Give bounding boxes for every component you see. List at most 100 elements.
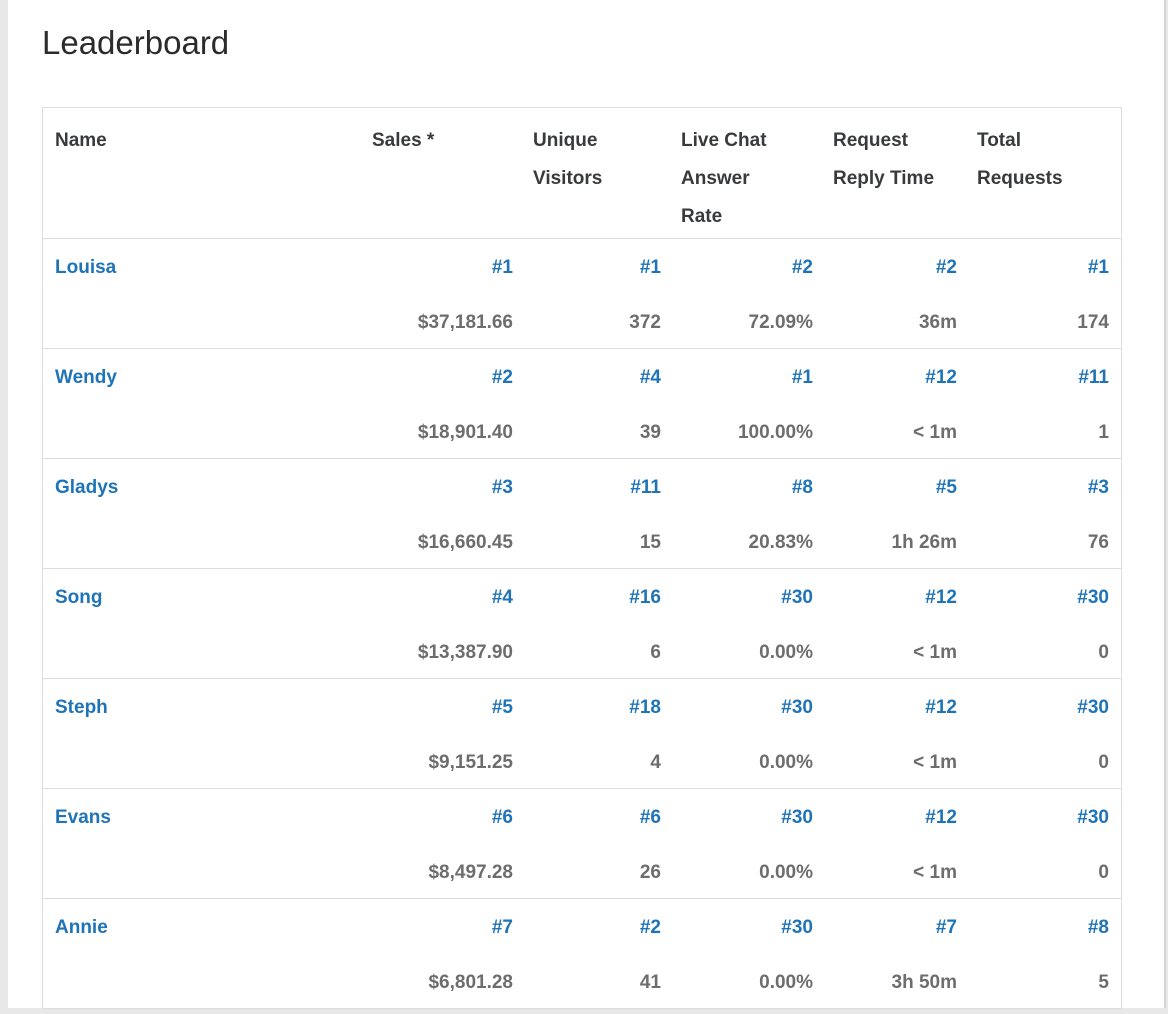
request-reply-time-cell: #12 < 1m xyxy=(827,679,971,788)
visitors-value: 39 xyxy=(639,422,661,443)
table-row: Steph #5 $9,151.25 #18 4 #30 0.00% #12 <… xyxy=(43,678,1121,788)
visitors-value: 41 xyxy=(639,972,661,993)
requests-rank: #3 xyxy=(1087,477,1109,498)
agent-name-link[interactable]: Evans xyxy=(55,807,111,828)
page-title: Leaderboard xyxy=(42,24,230,61)
column-header-unique-visitors: Unique Visitors xyxy=(533,130,603,189)
total-requests-cell: #30 0 xyxy=(971,569,1123,678)
unique-visitors-cell: #11 15 xyxy=(527,459,675,568)
unique-visitors-cell: #6 26 xyxy=(527,789,675,898)
live-chat-answer-rate-cell: #30 0.00% xyxy=(675,789,827,898)
visitors-rank: #2 xyxy=(639,917,661,938)
sales-value: $13,387.90 xyxy=(417,642,513,663)
sales-cell: #4 $13,387.90 xyxy=(366,569,527,678)
table-row: Evans #6 $8,497.28 #6 26 #30 0.00% #12 <… xyxy=(43,788,1121,898)
chat-rate-value: 0.00% xyxy=(759,642,813,663)
requests-value: 0 xyxy=(1098,862,1109,883)
reply-time-value: 1h 26m xyxy=(891,532,957,553)
reply-time-rank: #12 xyxy=(925,367,957,388)
sales-cell: #1 $37,181.66 xyxy=(366,239,527,348)
request-reply-time-cell: #12 < 1m xyxy=(827,569,971,678)
sales-value: $9,151.25 xyxy=(428,752,513,773)
chat-rate-rank: #8 xyxy=(791,477,813,498)
reply-time-rank: #12 xyxy=(925,587,957,608)
sales-cell: #7 $6,801.28 xyxy=(366,899,527,1008)
unique-visitors-cell: #1 372 xyxy=(527,239,675,348)
column-header-live-chat-answer-rate: Live Chat Answer Rate xyxy=(681,130,767,227)
reply-time-value: < 1m xyxy=(913,422,957,443)
agent-name-link[interactable]: Louisa xyxy=(55,257,117,278)
visitors-value: 6 xyxy=(650,642,661,663)
sales-cell: #2 $18,901.40 xyxy=(366,349,527,458)
name-cell: Steph xyxy=(43,679,366,788)
chat-rate-value: 72.09% xyxy=(748,312,813,333)
request-reply-time-cell: #5 1h 26m xyxy=(827,459,971,568)
agent-name-link[interactable]: Annie xyxy=(55,917,108,938)
total-requests-cell: #3 76 xyxy=(971,459,1123,568)
agent-name-link[interactable]: Wendy xyxy=(55,367,117,388)
table-row: Wendy #2 $18,901.40 #4 39 #1 100.00% #12… xyxy=(43,348,1121,458)
name-cell: Louisa xyxy=(43,239,366,348)
sales-cell: #5 $9,151.25 xyxy=(366,679,527,788)
visitors-value: 372 xyxy=(629,312,661,333)
column-header-request-reply-time: Request Reply Time xyxy=(833,130,935,189)
table-row: Louisa #1 $37,181.66 #1 372 #2 72.09% #2… xyxy=(43,238,1121,348)
chat-rate-rank: #30 xyxy=(781,697,813,718)
sales-rank: #5 xyxy=(491,697,513,718)
requests-value: 0 xyxy=(1098,752,1109,773)
column-header-total-requests: Total Requests xyxy=(977,130,1063,189)
name-cell: Song xyxy=(43,569,366,678)
request-reply-time-cell: #7 3h 50m xyxy=(827,899,971,1008)
name-cell: Evans xyxy=(43,789,366,898)
sales-value: $6,801.28 xyxy=(428,972,513,993)
chat-rate-rank: #30 xyxy=(781,587,813,608)
sales-value: $37,181.66 xyxy=(417,312,513,333)
agent-name-link[interactable]: Steph xyxy=(55,697,108,718)
visitors-rank: #6 xyxy=(639,807,661,828)
sales-rank: #1 xyxy=(491,257,513,278)
visitors-value: 4 xyxy=(650,752,661,773)
sales-value: $8,497.28 xyxy=(428,862,513,883)
reply-time-value: 3h 50m xyxy=(891,972,957,993)
reply-time-rank: #7 xyxy=(935,917,957,938)
sales-cell: #3 $16,660.45 xyxy=(366,459,527,568)
reply-time-value: < 1m xyxy=(913,752,957,773)
chat-rate-value: 100.00% xyxy=(737,422,813,443)
visitors-rank: #1 xyxy=(639,257,661,278)
chat-rate-value: 0.00% xyxy=(759,752,813,773)
requests-rank: #30 xyxy=(1077,807,1109,828)
sales-rank: #4 xyxy=(491,587,513,608)
chat-rate-rank: #1 xyxy=(791,367,813,388)
live-chat-answer-rate-cell: #30 0.00% xyxy=(675,569,827,678)
visitors-rank: #16 xyxy=(629,587,661,608)
sales-rank: #3 xyxy=(491,477,513,498)
requests-rank: #1 xyxy=(1087,257,1109,278)
chat-rate-value: 0.00% xyxy=(759,972,813,993)
total-requests-cell: #8 5 xyxy=(971,899,1123,1008)
sales-rank: #6 xyxy=(491,807,513,828)
visitors-value: 15 xyxy=(639,532,661,553)
reply-time-value: < 1m xyxy=(913,862,957,883)
unique-visitors-cell: #18 4 xyxy=(527,679,675,788)
chat-rate-rank: #2 xyxy=(791,257,813,278)
sales-value: $16,660.45 xyxy=(417,532,513,553)
chat-rate-rank: #30 xyxy=(781,917,813,938)
sales-cell: #6 $8,497.28 xyxy=(366,789,527,898)
visitors-rank: #18 xyxy=(629,697,661,718)
chat-rate-rank: #30 xyxy=(781,807,813,828)
agent-name-link[interactable]: Song xyxy=(55,587,103,608)
total-requests-cell: #11 1 xyxy=(971,349,1123,458)
visitors-rank: #11 xyxy=(630,477,661,498)
sales-rank: #7 xyxy=(491,917,513,938)
total-requests-cell: #30 0 xyxy=(971,789,1123,898)
sales-value: $18,901.40 xyxy=(417,422,513,443)
reply-time-value: 36m xyxy=(918,312,957,333)
table-row: Song #4 $13,387.90 #16 6 #30 0.00% #12 <… xyxy=(43,568,1121,678)
requests-value: 174 xyxy=(1077,312,1109,333)
agent-name-link[interactable]: Gladys xyxy=(55,477,119,498)
requests-value: 5 xyxy=(1098,972,1109,993)
unique-visitors-cell: #2 41 xyxy=(527,899,675,1008)
request-reply-time-cell: #2 36m xyxy=(827,239,971,348)
table-body: Louisa #1 $37,181.66 #1 372 #2 72.09% #2… xyxy=(43,238,1121,1008)
total-requests-cell: #30 0 xyxy=(971,679,1123,788)
